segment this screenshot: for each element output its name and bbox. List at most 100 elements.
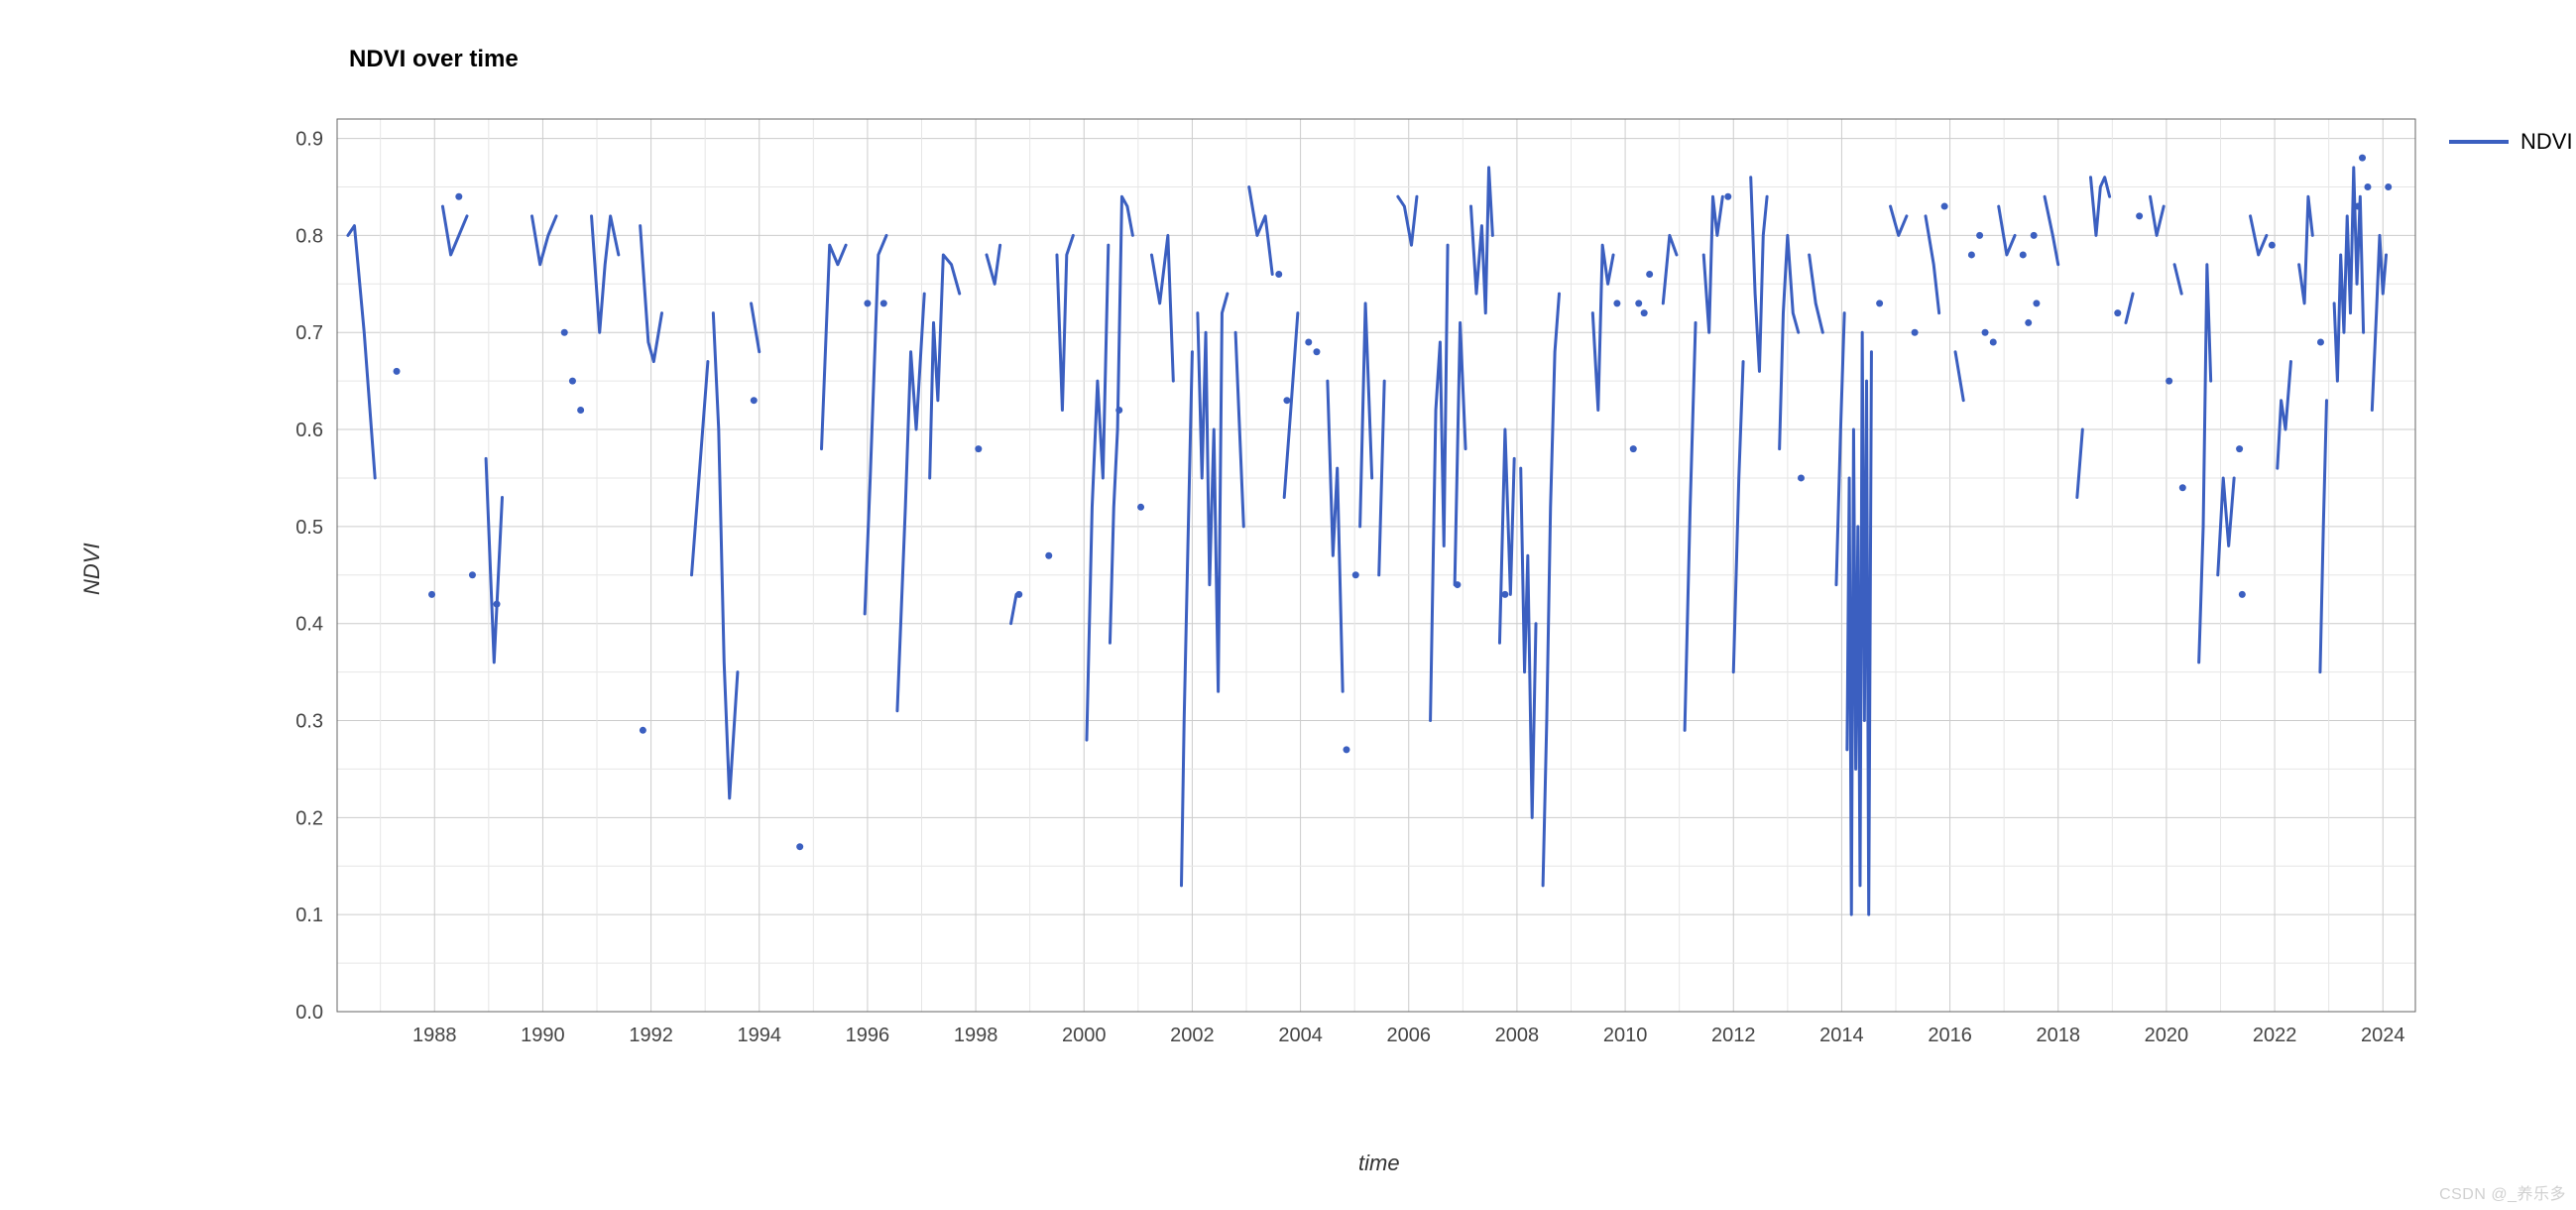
line-segment xyxy=(442,206,467,255)
data-point xyxy=(1115,407,1122,414)
svg-text:1994: 1994 xyxy=(738,1025,782,1046)
line-segment xyxy=(987,245,1000,284)
line-segment xyxy=(1057,235,1073,410)
line-segment xyxy=(2299,196,2313,303)
data-point xyxy=(1990,339,1997,346)
line-segment xyxy=(2320,401,2327,672)
data-point xyxy=(1613,300,1620,306)
data-point xyxy=(1968,251,1975,258)
svg-text:1988: 1988 xyxy=(412,1025,457,1046)
data-point xyxy=(2114,309,2121,316)
plot-area: 1988199019921994199619982000200220042006… xyxy=(278,109,2475,1081)
data-point xyxy=(1630,445,1637,452)
data-point xyxy=(1941,203,1948,210)
line-segment xyxy=(1011,594,1016,623)
svg-text:2020: 2020 xyxy=(2145,1025,2189,1046)
line-segment xyxy=(1471,168,1493,313)
data-point xyxy=(1641,309,1648,316)
line-segment xyxy=(1663,235,1677,302)
data-point xyxy=(1724,193,1731,200)
line-segment xyxy=(1398,196,1417,245)
y-axis-label: NDVI xyxy=(79,543,105,595)
watermark: CSDN @_养乐多 xyxy=(2439,1180,2566,1204)
data-point xyxy=(1912,329,1919,336)
data-point xyxy=(1275,271,1282,278)
svg-text:1998: 1998 xyxy=(954,1025,998,1046)
svg-text:0.1: 0.1 xyxy=(295,905,323,926)
data-point xyxy=(2020,251,2027,258)
line-segment xyxy=(822,245,847,448)
data-point xyxy=(751,397,758,404)
data-point xyxy=(1982,329,1989,336)
svg-text:0.8: 0.8 xyxy=(295,225,323,247)
svg-text:1996: 1996 xyxy=(846,1025,890,1046)
grid xyxy=(337,119,2415,1012)
line-segment xyxy=(897,294,924,711)
data-point xyxy=(1501,591,1508,598)
svg-text:0.9: 0.9 xyxy=(295,129,323,151)
line-segment xyxy=(1703,196,1722,332)
data-point xyxy=(1798,474,1805,481)
data-point xyxy=(1015,591,1022,598)
data-point xyxy=(1635,300,1642,306)
line-segment xyxy=(1780,235,1799,448)
data-point xyxy=(864,300,871,306)
svg-text:0.5: 0.5 xyxy=(295,517,323,539)
line-segment xyxy=(1733,362,1743,672)
line-segment xyxy=(2091,178,2110,236)
data-point xyxy=(494,601,501,608)
line-segment xyxy=(2126,294,2133,322)
data-point xyxy=(2239,591,2246,598)
chart-title: NDVI over time xyxy=(349,46,519,73)
line-segment xyxy=(1360,303,1372,527)
line-segment xyxy=(2278,362,2291,469)
data-point xyxy=(640,727,646,734)
svg-text:1990: 1990 xyxy=(521,1025,565,1046)
line-segment xyxy=(1521,468,1536,817)
svg-text:2014: 2014 xyxy=(1819,1025,1864,1046)
line-segment xyxy=(1198,294,1228,691)
line-segment xyxy=(1431,245,1448,720)
data-point xyxy=(561,329,568,336)
data-point xyxy=(1976,232,1983,239)
data-point xyxy=(2269,242,2276,249)
line-segment xyxy=(1847,332,1872,914)
data-point xyxy=(1137,504,1144,511)
data-point xyxy=(2236,445,2243,452)
line-segment xyxy=(2334,168,2363,381)
svg-text:0.3: 0.3 xyxy=(295,711,323,733)
line-segment xyxy=(348,226,375,478)
line-segment xyxy=(2077,429,2082,497)
data-point xyxy=(2385,183,2392,190)
svg-text:2022: 2022 xyxy=(2253,1025,2297,1046)
data-point xyxy=(1646,271,1653,278)
data-point xyxy=(2359,155,2366,162)
data-point xyxy=(880,300,887,306)
legend: NDVI xyxy=(2449,129,2573,155)
svg-text:2006: 2006 xyxy=(1387,1025,1432,1046)
data-point xyxy=(2031,232,2038,239)
data-point xyxy=(1876,300,1883,306)
svg-text:2000: 2000 xyxy=(1062,1025,1107,1046)
data-point xyxy=(394,368,401,375)
data-point xyxy=(1343,746,1349,753)
svg-text:2012: 2012 xyxy=(1711,1025,1756,1046)
svg-text:2018: 2018 xyxy=(2037,1025,2081,1046)
line-segment xyxy=(1999,206,2015,255)
data-point xyxy=(2025,319,2032,326)
line-segment xyxy=(532,216,557,265)
svg-text:2010: 2010 xyxy=(1603,1025,1648,1046)
data-point xyxy=(796,843,803,850)
data-point xyxy=(1045,552,1052,559)
svg-text:0.0: 0.0 xyxy=(295,1002,323,1024)
data-point xyxy=(2166,378,2172,385)
svg-text:2008: 2008 xyxy=(1495,1025,1540,1046)
line-segment xyxy=(1955,352,1963,401)
line-segment xyxy=(1182,352,1193,886)
legend-swatch xyxy=(2449,140,2509,144)
line-segment xyxy=(1751,178,1767,372)
line-segment xyxy=(1249,186,1272,274)
svg-text:0.6: 0.6 xyxy=(295,420,323,441)
line-segment xyxy=(2199,265,2211,663)
svg-text:0.4: 0.4 xyxy=(295,614,323,636)
